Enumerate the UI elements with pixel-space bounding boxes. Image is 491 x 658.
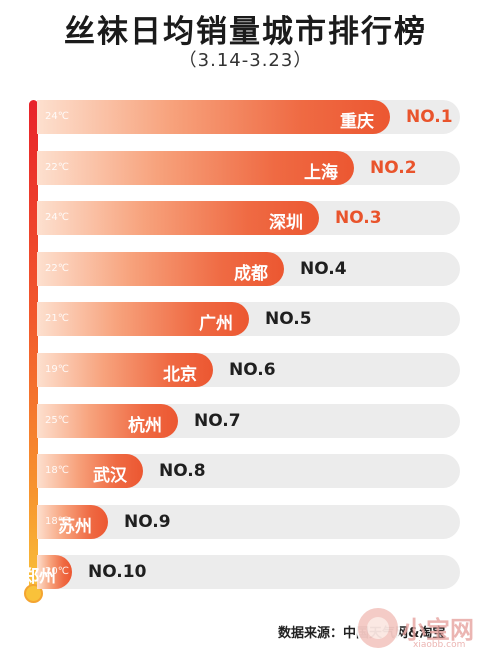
rank-label: NO.3 [335, 208, 382, 228]
rank-label: NO.1 [406, 107, 453, 127]
rank-label: NO.9 [124, 512, 171, 532]
bar [37, 404, 178, 438]
bar [37, 100, 390, 134]
bar-row: 18℃ 苏州 NO.9 [37, 505, 460, 539]
city-label: 上海 [304, 163, 338, 183]
temperature-label: 24℃ [45, 111, 69, 122]
bar [37, 201, 319, 235]
thermometer-tube [29, 100, 38, 592]
bar-row: 22℃ 成都 NO.4 [37, 252, 460, 286]
temperature-label: 19℃ [45, 364, 69, 375]
watermark-logo-icon [356, 606, 400, 650]
bar-row: 20℃ 郑州 NO.10 [22, 555, 460, 589]
city-label: 深圳 [269, 213, 303, 233]
temperature-label: 24℃ [45, 212, 69, 223]
temperature-label: 22℃ [45, 162, 69, 173]
city-label: 重庆 [340, 112, 374, 132]
bar [37, 252, 284, 286]
temperature-label: 25℃ [45, 415, 69, 426]
bar-row: 24℃ 深圳 NO.3 [37, 201, 460, 235]
rank-label: NO.6 [229, 360, 276, 380]
bar-row: 19℃ 北京 NO.6 [37, 353, 460, 387]
bar [37, 555, 72, 589]
city-label: 成都 [234, 264, 268, 284]
city-label: 广州 [199, 314, 233, 334]
rank-label: NO.5 [265, 309, 312, 329]
rank-label: NO.7 [194, 411, 241, 431]
bar-row: 18℃ 武汉 NO.8 [37, 454, 460, 488]
chart-subtitle: （3.14-3.23） [178, 50, 313, 71]
city-label: 北京 [163, 365, 197, 385]
bar-row: 22℃ 上海 NO.2 [37, 151, 460, 185]
bar-row: 21℃ 广州 NO.5 [37, 302, 460, 336]
rank-label: NO.4 [300, 259, 347, 279]
temperature-label: 18℃ [45, 465, 69, 476]
chart-title: 丝袜日均销量城市排行榜 [64, 14, 427, 50]
temperature-label: 18℃ [45, 516, 69, 527]
rank-label: NO.8 [159, 461, 206, 481]
bar-row: 25℃ 杭州 NO.7 [37, 404, 460, 438]
city-label: 苏州 [58, 517, 92, 537]
bar [37, 505, 108, 539]
watermark-text: 小宝网 [402, 616, 474, 644]
bar [37, 151, 354, 185]
rank-label: NO.10 [88, 562, 147, 582]
watermark-url: xiaobb.com [413, 640, 466, 650]
city-label: 武汉 [93, 466, 127, 486]
temperature-label: 20℃ [45, 566, 69, 577]
temperature-label: 21℃ [45, 313, 69, 324]
temperature-label: 22℃ [45, 263, 69, 274]
bar-track [37, 555, 460, 589]
bar [37, 302, 249, 336]
city-label: 杭州 [128, 416, 162, 436]
city-label: 郑州 [22, 567, 56, 587]
rank-label: NO.2 [370, 158, 417, 178]
bar [37, 353, 213, 387]
bar [37, 454, 143, 488]
bar-row: 24℃ 重庆 NO.1 [37, 100, 460, 134]
